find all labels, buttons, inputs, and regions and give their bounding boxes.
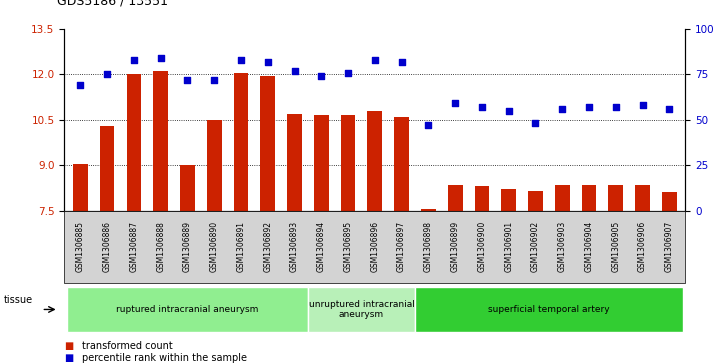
Point (423, 122, 434, 128)
Text: GSM1306890: GSM1306890 (210, 221, 218, 272)
Text: GSM1306891: GSM1306891 (236, 221, 246, 272)
Bar (100, 126, 114, 211)
Point (396, 59, 407, 65)
Point (583, 104, 595, 110)
Point (342, 70, 353, 76)
Text: percentile rank within the sample: percentile rank within the sample (82, 352, 247, 363)
Text: ■: ■ (64, 340, 74, 351)
Bar (287, 114, 302, 211)
Bar (314, 115, 328, 211)
Text: superficial temporal artery: superficial temporal artery (488, 305, 610, 314)
Text: GSM1306899: GSM1306899 (451, 221, 460, 272)
Bar (528, 191, 543, 211)
Bar (582, 185, 596, 211)
Text: GSM1306896: GSM1306896 (371, 221, 379, 272)
Bar (475, 186, 489, 211)
Point (74, 82, 86, 88)
Text: GSM1306886: GSM1306886 (103, 221, 111, 272)
Point (208, 77, 220, 83)
Bar (180, 165, 195, 211)
Text: tissue: tissue (4, 295, 33, 305)
Bar (448, 185, 463, 211)
Text: GSM1306900: GSM1306900 (478, 221, 486, 273)
Text: GSM1306894: GSM1306894 (317, 221, 326, 272)
Text: ■: ■ (64, 352, 74, 363)
Point (101, 72, 113, 77)
Point (476, 104, 488, 110)
Point (637, 102, 648, 108)
Point (610, 104, 621, 110)
Bar (662, 192, 677, 211)
Bar (635, 185, 650, 211)
Text: GSM1306885: GSM1306885 (76, 221, 85, 272)
Text: GSM1306904: GSM1306904 (585, 221, 593, 273)
Text: GSM1306888: GSM1306888 (156, 221, 165, 272)
Bar (368, 111, 382, 211)
Bar (207, 120, 221, 211)
Bar (233, 73, 248, 211)
Text: GSM1306902: GSM1306902 (531, 221, 540, 272)
Point (128, 57, 139, 63)
Text: GSM1306898: GSM1306898 (424, 221, 433, 272)
Point (503, 108, 514, 114)
Text: GSM1306903: GSM1306903 (558, 221, 567, 273)
Text: GDS5186 / 13551: GDS5186 / 13551 (57, 0, 168, 7)
Point (556, 106, 568, 112)
Point (155, 55, 166, 61)
Point (369, 57, 381, 63)
Bar (608, 185, 623, 211)
Text: GSM1306895: GSM1306895 (343, 221, 353, 272)
Text: GSM1306893: GSM1306893 (290, 221, 299, 272)
Text: GSM1306887: GSM1306887 (129, 221, 139, 272)
Point (181, 77, 193, 83)
Point (663, 106, 675, 112)
Bar (341, 115, 356, 211)
Bar (555, 185, 570, 211)
Text: GSM1306897: GSM1306897 (397, 221, 406, 272)
Point (288, 68, 300, 74)
Bar (261, 76, 275, 211)
Bar (421, 209, 436, 211)
Text: transformed count: transformed count (82, 340, 173, 351)
Bar (73, 164, 88, 211)
Point (449, 101, 461, 106)
Bar (501, 189, 516, 211)
Text: ruptured intracranial aneurysm: ruptured intracranial aneurysm (116, 305, 258, 314)
Text: unruptured intracranial
aneurysm: unruptured intracranial aneurysm (308, 300, 414, 319)
Text: GSM1306892: GSM1306892 (263, 221, 272, 272)
Bar (394, 117, 409, 211)
Text: GSM1306906: GSM1306906 (638, 221, 647, 273)
Point (316, 73, 327, 79)
Text: GSM1306901: GSM1306901 (504, 221, 513, 272)
Point (530, 121, 541, 126)
Bar (154, 72, 168, 211)
Point (235, 57, 247, 63)
Bar (126, 74, 141, 211)
Text: GSM1306889: GSM1306889 (183, 221, 192, 272)
Text: GSM1306907: GSM1306907 (665, 221, 674, 273)
Text: GSM1306905: GSM1306905 (611, 221, 620, 273)
Point (262, 59, 273, 65)
